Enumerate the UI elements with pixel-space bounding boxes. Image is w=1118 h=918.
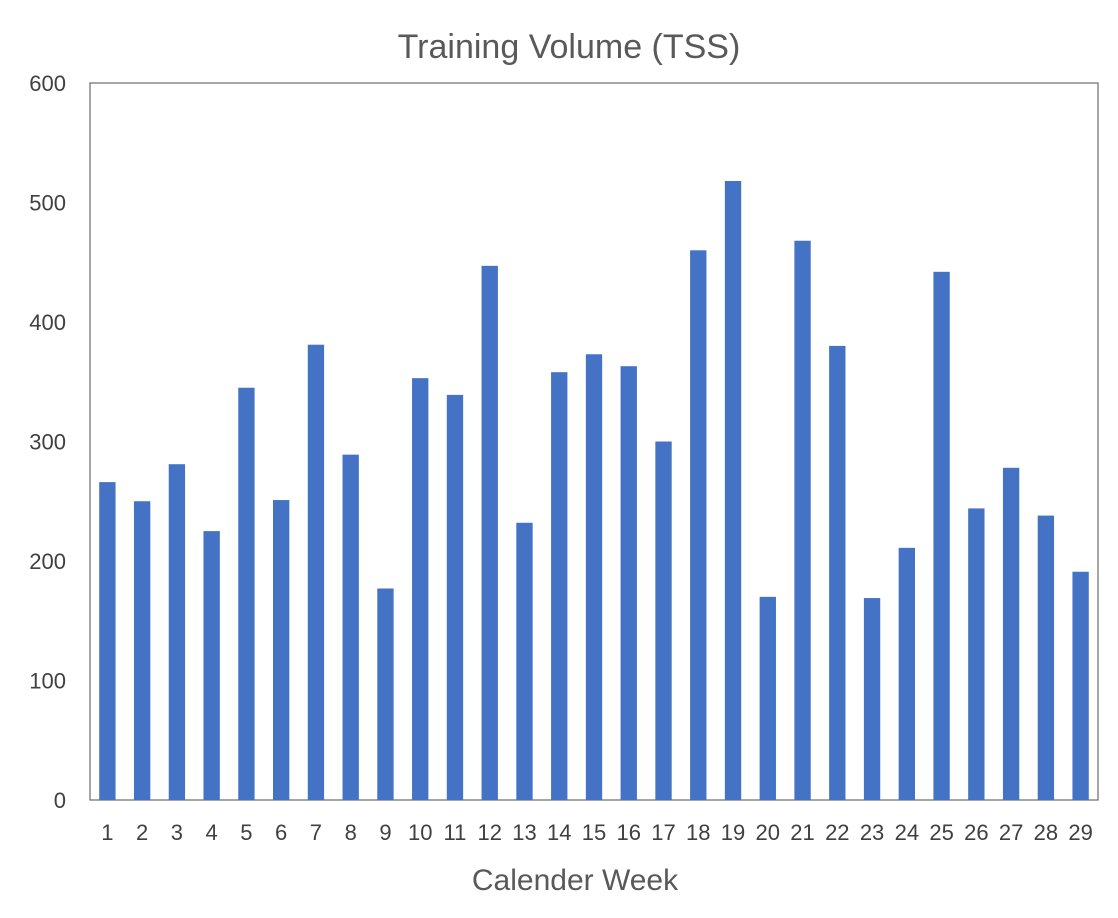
x-tick-label: 1 — [101, 820, 113, 845]
y-tick-label: 600 — [29, 71, 66, 96]
bar-week-16 — [620, 366, 637, 800]
bar-week-3 — [168, 464, 186, 800]
bar-week-15 — [585, 354, 603, 800]
bars-group — [99, 180, 1089, 801]
x-tick-label: 6 — [275, 820, 287, 845]
bar-week-6 — [273, 500, 290, 800]
x-tick-label: 17 — [651, 820, 675, 845]
y-tick-label: 300 — [29, 430, 66, 455]
bar-week-21 — [794, 240, 811, 801]
x-tick-label: 18 — [686, 820, 710, 845]
bar-week-20 — [759, 596, 776, 800]
bar-week-19 — [724, 180, 742, 801]
x-tick-label: 19 — [721, 820, 745, 845]
bar-week-17 — [655, 441, 672, 800]
bar-week-12 — [481, 265, 498, 801]
x-tick-label: 13 — [512, 820, 536, 845]
x-tick-label: 10 — [408, 820, 432, 845]
bar-week-5 — [238, 387, 255, 800]
bar-week-4 — [203, 531, 220, 800]
x-tick-label: 23 — [860, 820, 884, 845]
x-tick-label: 5 — [240, 820, 252, 845]
bar-week-13 — [516, 522, 533, 800]
bar-week-2 — [133, 501, 151, 800]
bar-week-24 — [898, 547, 915, 800]
bar-week-26 — [968, 508, 985, 800]
x-tick-label: 7 — [310, 820, 322, 845]
y-tick-label: 0 — [54, 788, 66, 813]
y-tick-label: 200 — [29, 549, 66, 574]
x-tick-label: 4 — [206, 820, 218, 845]
x-tick-label: 12 — [477, 820, 501, 845]
bar-week-7 — [307, 344, 325, 800]
x-tick-label: 24 — [895, 820, 919, 845]
bar-week-22 — [829, 345, 846, 800]
bar-week-27 — [1002, 467, 1020, 800]
bar-week-29 — [1072, 571, 1089, 800]
x-tick-label: 15 — [582, 820, 606, 845]
x-tick-label: 20 — [756, 820, 780, 845]
x-tick-label: 16 — [617, 820, 641, 845]
x-tick-label: 26 — [964, 820, 988, 845]
x-tick-label: 29 — [1068, 820, 1092, 845]
bar-week-18 — [690, 250, 707, 801]
y-tick-label: 500 — [29, 191, 66, 216]
y-axis: 0 100 200 300 400 500 600 — [29, 71, 66, 813]
bar-week-8 — [342, 454, 359, 800]
x-tick-label: 11 — [444, 820, 467, 845]
chart-title: Training Volume (TSS) — [398, 28, 741, 66]
bar-week-23 — [863, 598, 881, 800]
x-tick-label: 22 — [825, 820, 849, 845]
x-tick-label: 25 — [929, 820, 953, 845]
x-tick-label: 21 — [790, 820, 814, 845]
x-tick-label: 9 — [379, 820, 391, 845]
x-tick-label: 28 — [1034, 820, 1058, 845]
x-tick-label: 2 — [136, 820, 148, 845]
x-tick-label: 8 — [345, 820, 357, 845]
x-tick-label: 14 — [547, 820, 571, 845]
bar-week-28 — [1037, 515, 1055, 800]
x-tick-label: 27 — [999, 820, 1023, 845]
x-axis-label: Calender Week — [472, 864, 679, 897]
bar-week-11 — [446, 394, 464, 800]
y-tick-label: 400 — [29, 310, 66, 335]
bar-week-9 — [377, 588, 394, 800]
y-tick-label: 100 — [29, 669, 66, 694]
bar-week-25 — [933, 271, 950, 800]
bar-week-14 — [551, 372, 568, 800]
x-axis: 1 2 3 4 5 6 7 8 9 10 11 12 13 14 15 16 17 18 19 20 21 22 23 24 2… — [101, 820, 1093, 845]
bar-week-10 — [412, 378, 429, 800]
bar-week-1 — [99, 482, 116, 800]
x-tick-label: 3 — [171, 820, 183, 845]
